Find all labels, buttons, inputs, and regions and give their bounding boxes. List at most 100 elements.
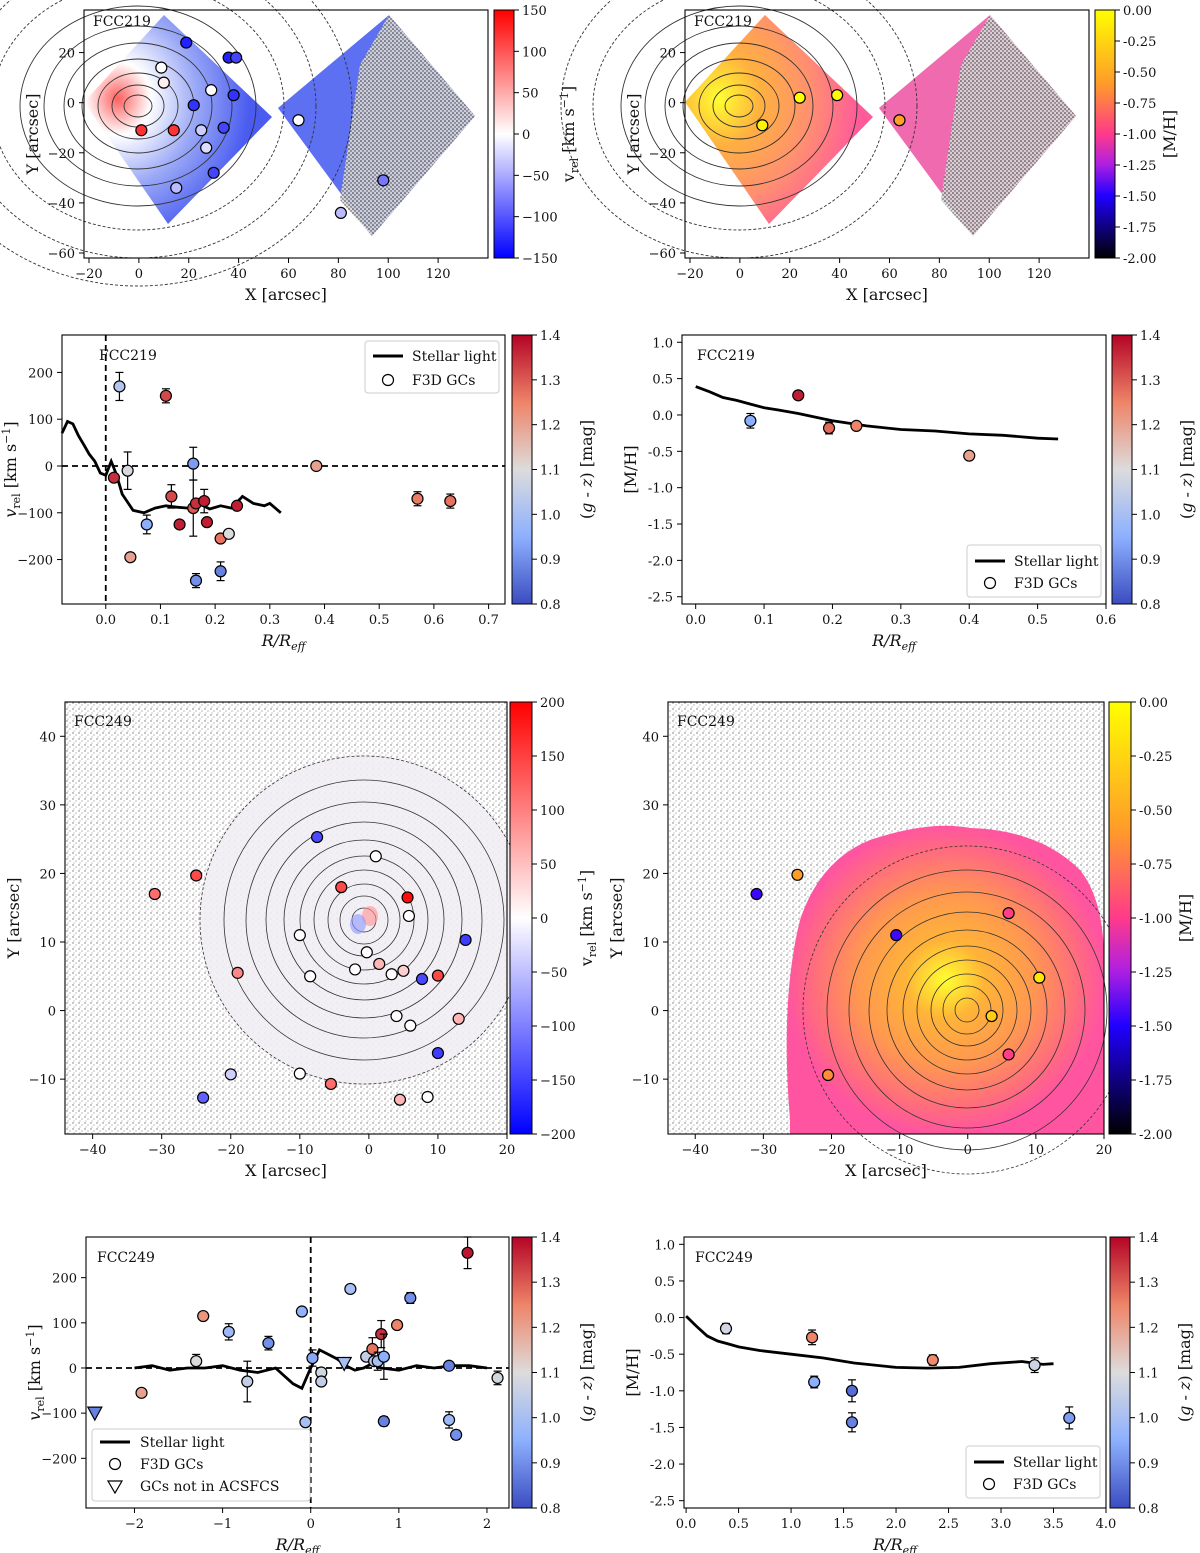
gc-point: [431, 969, 445, 982]
gc-point: [744, 414, 757, 427]
panel-fcc249-velocity-profile: −2 −1 0 1 2 200 100 0 −100 −200 R/Reff vrel [km s−1…: [24, 1231, 596, 1553]
gc-point: [831, 89, 844, 102]
x-tick-label: 100: [376, 267, 401, 282]
colorbar-tick-label: 1.3: [1140, 374, 1161, 389]
x-tick-label: −40: [682, 1143, 709, 1158]
p6-metallicity-field: [786, 825, 1104, 1134]
colorbar-tick-label: -1.00: [1123, 128, 1156, 143]
colorbar-tick-label: -1.50: [1139, 1020, 1172, 1035]
p3-legend-label-gcs: F3D GCs: [412, 373, 475, 389]
p3-cbar-label: (g - z) [mag]: [577, 420, 596, 519]
p5-map-background: [65, 702, 529, 1134]
y-axis-label: Y [arcsec]: [23, 94, 42, 176]
p4-plot-area: [695, 385, 1059, 462]
gc-point: [393, 1093, 407, 1106]
gc-point: [157, 76, 170, 89]
gc-point: [170, 181, 183, 194]
gc-point: [230, 499, 244, 512]
panel-fcc249-metallicity-profile: 0.0 0.5 1.0 1.5 2.0 2.5 3.0 3.5 4.0 1.0 0.5 0.0 -0.5…: [623, 1231, 1194, 1553]
stellar-light-line: [695, 385, 1059, 441]
y-tick-label: 0: [69, 1362, 77, 1377]
x-axis-label: R/Reff: [261, 631, 308, 653]
colorbar-tick-label: −100: [522, 211, 558, 226]
y-tick-label: 0.5: [652, 373, 673, 388]
y-tick-label: −200: [41, 1452, 77, 1467]
gc-point: [791, 868, 804, 881]
x-tick-label: 1: [395, 1517, 403, 1532]
p7-legend-label-triangle: GCs not in ACSFCS: [140, 1479, 279, 1495]
p4-axes-frame: [681, 334, 1107, 605]
colorbar-tick-label: -0.25: [1139, 750, 1172, 765]
colorbar-tick-label: 1.4: [1140, 329, 1161, 344]
p3-axes: 0.0 0.1 0.2 0.3 0.4 0.5 0.6 0.7 200 100 0 −100 −200 R…: [0, 334, 506, 653]
p8-legend-label-stellar: Stellar light: [1013, 1455, 1098, 1471]
y-tick-label: -1.5: [650, 1421, 675, 1436]
colorbar-tick-label: −100: [540, 1020, 576, 1035]
panel-fcc219-metallicity-map: −20 0 20 40 60 80 100 120 20 0 −20 −40 −60 X [arcsec]…: [560, 0, 1179, 304]
x-tick-label: 4.0: [1096, 1517, 1117, 1532]
colorbar-tick-label: -1.25: [1139, 966, 1172, 981]
p8-legend-box: [965, 1445, 1101, 1499]
gc-point: [113, 380, 126, 393]
p4-colorbar: 1.4 1.3 1.2 1.1 1.0 0.9 0.8 (g - z) [mag]: [1111, 329, 1196, 613]
x-tick-label: −30: [148, 1143, 175, 1158]
x-tick-label: −20: [676, 267, 703, 282]
gc-point: [159, 389, 173, 402]
colorbar-tick-label: -2.00: [1123, 252, 1156, 267]
colorbar-tick-label: 100: [540, 804, 565, 819]
panel-fcc249-metallicity-map: −40 −30 −20 −10 0 10 20 40 30 20 10 0 −10 X [arcsec] Y…: [607, 696, 1195, 1180]
p3-colorbar: 1.4 1.3 1.2 1.1 1.0 0.9 0.8 (g - z) [mag]: [511, 329, 596, 613]
p1-speckle-field: [340, 15, 475, 236]
p4-panel-title: FCC219: [697, 348, 755, 364]
p8-axes-frame: [683, 1236, 1107, 1509]
y-axis-label: vrel [km s−1]: [24, 1324, 47, 1420]
x-tick-label: 3.5: [1043, 1517, 1064, 1532]
stellar-light-line: [134, 1348, 488, 1391]
p5-panel-title: FCC249: [74, 714, 132, 730]
x-tick-label: −20: [818, 1143, 845, 1158]
x-axis-label: X [arcsec]: [845, 1161, 927, 1180]
x-tick-label: 0.0: [685, 613, 706, 628]
gc-point: [207, 166, 220, 179]
x-tick-label: 0.5: [369, 613, 390, 628]
p1-cbar-label: vrel [km s−1]: [558, 86, 581, 183]
colorbar-tick-label: 0.00: [1123, 4, 1152, 19]
p4-legend-label-gcs: F3D GCs: [1014, 576, 1077, 592]
y-tick-label: 0: [45, 460, 53, 475]
colorbar-tick-label: -1.00: [1139, 912, 1172, 927]
x-tick-label: 0.6: [424, 613, 445, 628]
gc-point: [230, 51, 243, 64]
p4-legend-marker-gc: [983, 576, 997, 590]
p5-axes-frame: [64, 701, 508, 1135]
x-tick-label: 2.5: [938, 1517, 959, 1532]
x-tick-label: 10: [1028, 1143, 1045, 1158]
gc-point: [293, 929, 306, 942]
x-tick-label: 0.2: [205, 613, 226, 628]
colorbar-tick-label: 50: [540, 858, 557, 873]
y-tick-label: −40: [649, 197, 676, 212]
p3-plot-area: [60, 335, 505, 604]
y-tick-label: −60: [649, 247, 676, 262]
gc-point: [850, 419, 863, 432]
gc-point: [366, 1342, 379, 1356]
gc-point: [190, 1355, 203, 1368]
x-tick-label: 20: [1096, 1143, 1113, 1158]
gc-point: [124, 551, 137, 564]
y-tick-label: 20: [58, 47, 75, 62]
colorbar-tick-label: 1.4: [540, 329, 561, 344]
colorbar-tick-label: 0.9: [540, 1457, 561, 1472]
p8-panel-title: FCC249: [695, 1250, 753, 1266]
gc-point: [214, 565, 227, 578]
colorbar-tick-label: 1.3: [540, 1276, 561, 1291]
p4-legend-box: [966, 544, 1102, 598]
p2-axes-frame: [684, 9, 1090, 259]
p4-legend: Stellar light F3D GCs: [966, 544, 1102, 598]
gc-point: [377, 174, 390, 187]
y-tick-label: 200: [52, 1272, 77, 1287]
y-tick-label: 100: [28, 413, 53, 428]
y-tick-label: 0: [48, 1005, 56, 1020]
colorbar-tick-label: 0.8: [1140, 598, 1161, 613]
gc-point: [148, 887, 161, 901]
gc-point: [205, 84, 218, 97]
